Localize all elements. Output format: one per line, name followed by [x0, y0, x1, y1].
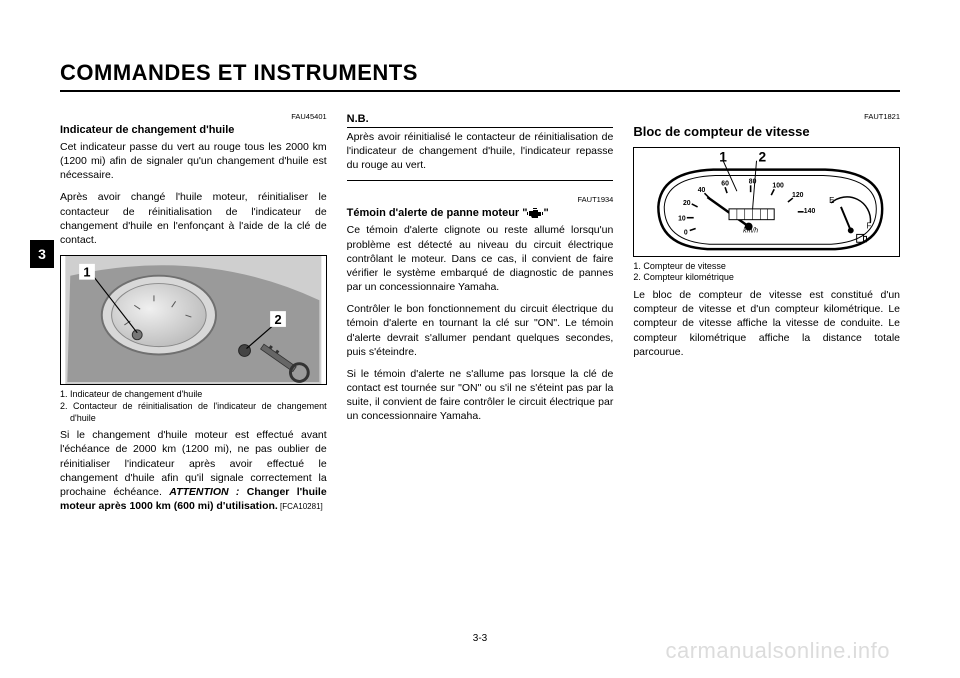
- heading-oil-indicator: Indicateur de changement d'huile: [60, 123, 327, 138]
- paragraph: Après avoir changé l'huile moteur, réini…: [60, 190, 327, 247]
- figure-2-image: 0 10 20 40 60 80 100 120 140: [633, 147, 900, 257]
- paragraph: Cet indicateur passe du vert au rouge to…: [60, 140, 327, 183]
- page: COMMANDES ET INSTRUMENTS 3 FAU45401 Indi…: [0, 0, 960, 678]
- figure-2: 0 10 20 40 60 80 100 120 140: [633, 147, 900, 284]
- svg-text:140: 140: [804, 207, 816, 214]
- page-header: COMMANDES ET INSTRUMENTS: [60, 60, 900, 92]
- svg-text:10: 10: [678, 215, 686, 222]
- ref-code: FAUT1934: [347, 195, 614, 205]
- paragraph: Ce témoin d'alerte clignote ou reste all…: [347, 223, 614, 294]
- caption-line: 2. Contacteur de réinitialisation de l'i…: [60, 401, 327, 424]
- svg-text:40: 40: [698, 187, 706, 194]
- svg-text:E: E: [830, 196, 835, 205]
- paragraph: Après avoir réinitialisé le contacteur d…: [347, 130, 614, 173]
- paragraph: Contrôler le bon fonctionnement du circu…: [347, 302, 614, 359]
- page-title: COMMANDES ET INSTRUMENTS: [60, 60, 418, 85]
- figure-2-label-1: 1: [720, 149, 728, 164]
- svg-text:0: 0: [684, 229, 688, 236]
- svg-text:km/h: km/h: [744, 227, 759, 234]
- ref-inline: [FCA10281]: [278, 502, 323, 511]
- figure-1-label-1: 1: [83, 265, 90, 280]
- columns: FAU45401 Indicateur de changement d'huil…: [60, 112, 900, 521]
- figure-2-caption: 1. Compteur de vitesse 2. Compteur kilom…: [633, 261, 900, 284]
- watermark: carmanualsonline.info: [665, 638, 890, 664]
- svg-text:20: 20: [683, 200, 691, 207]
- column-2: N.B. Après avoir réinitialisé le contact…: [347, 112, 614, 521]
- column-3: FAUT1821 Bloc de compteur de vitesse 0 1…: [633, 112, 900, 521]
- chapter-tab: 3: [30, 240, 54, 268]
- svg-text:60: 60: [722, 180, 730, 187]
- svg-text:F: F: [867, 221, 872, 230]
- figure-1: 1 2 1. Indicateur de changement d'huile …: [60, 255, 327, 424]
- figure-1-label-2: 2: [274, 312, 281, 327]
- svg-text:120: 120: [792, 192, 804, 199]
- figure-2-label-2: 2: [759, 149, 767, 164]
- paragraph: Si le témoin d'alerte ne s'allume pas lo…: [347, 367, 614, 424]
- engine-trouble-icon: [527, 208, 543, 219]
- heading-engine-warning: Témoin d'alerte de panne moteur " ": [347, 206, 614, 221]
- ref-code: FAU45401: [60, 112, 327, 122]
- divider: [347, 180, 614, 181]
- caption-line: 1. Compteur de vitesse: [633, 261, 900, 273]
- figure-1-image: 1 2: [60, 255, 327, 385]
- attention-label: ATTENTION :: [169, 486, 247, 498]
- paragraph: Le bloc de compteur de vitesse est const…: [633, 288, 900, 359]
- svg-text:100: 100: [773, 182, 785, 189]
- column-1: FAU45401 Indicateur de changement d'huil…: [60, 112, 327, 521]
- caption-line: 2. Compteur kilométrique: [633, 272, 900, 284]
- text: ": [543, 207, 548, 219]
- ref-code: FAUT1821: [633, 112, 900, 122]
- heading-speedometer: Bloc de compteur de vitesse: [633, 123, 900, 141]
- caption-line: 1. Indicateur de changement d'huile: [60, 389, 327, 401]
- text: Témoin d'alerte de panne moteur ": [347, 207, 528, 219]
- paragraph: Si le changement d'huile moteur est effe…: [60, 428, 327, 513]
- figure-1-caption: 1. Indicateur de changement d'huile 2. C…: [60, 389, 327, 424]
- note-heading: N.B.: [347, 112, 614, 128]
